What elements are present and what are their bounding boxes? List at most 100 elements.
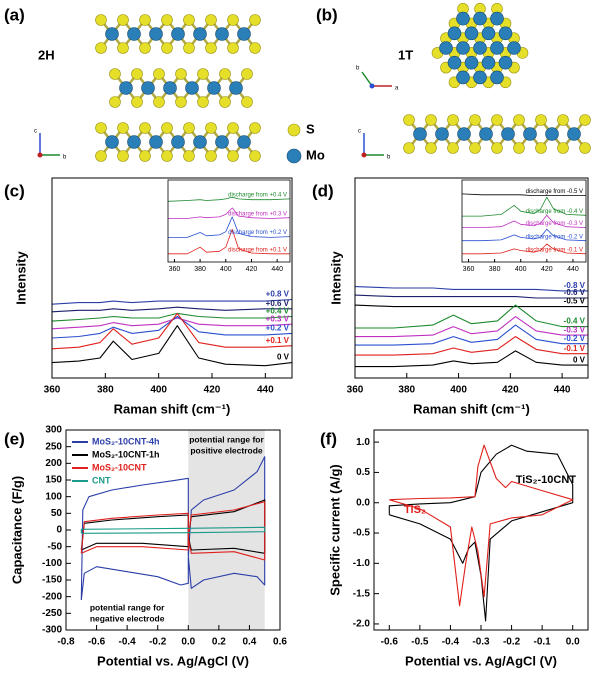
x-tick-label: 360 bbox=[169, 266, 181, 273]
series-line bbox=[51, 312, 293, 350]
molybdenum-atom bbox=[567, 127, 581, 141]
series-line bbox=[51, 306, 292, 313]
series-label: -0.5 V bbox=[564, 297, 586, 306]
series-line bbox=[462, 228, 587, 242]
series-label: -0.8 V bbox=[564, 281, 586, 290]
series-line bbox=[355, 324, 588, 346]
legend-swatch bbox=[287, 123, 301, 137]
x-tick-label: 400 bbox=[150, 385, 167, 396]
sulfur-atom bbox=[535, 142, 547, 154]
molybdenum-atom bbox=[498, 26, 513, 41]
inset-series-label: discharge from +0.2 V bbox=[228, 230, 287, 236]
series-label: +0.3 V bbox=[266, 314, 290, 323]
sulfur-atom bbox=[249, 122, 261, 134]
molybdenum-atom bbox=[141, 81, 155, 95]
molybdenum-atom bbox=[498, 55, 513, 70]
inset-series-label: discharge from -0.2 V bbox=[526, 234, 583, 240]
plot-frame bbox=[51, 177, 293, 379]
triad-label: a bbox=[395, 86, 399, 92]
y-tick-label: 200 bbox=[45, 458, 62, 469]
x-tick-label: 400 bbox=[450, 385, 467, 396]
series-label: +0.4 V bbox=[266, 307, 290, 316]
molybdenum-atom bbox=[229, 81, 243, 95]
series-label: -0.1 V bbox=[564, 344, 586, 353]
series-line bbox=[354, 294, 588, 299]
molybdenum-atom bbox=[207, 81, 221, 95]
sulfur-atom bbox=[117, 122, 129, 134]
series-label: +0.6 V bbox=[266, 299, 290, 308]
sulfur-atom bbox=[535, 114, 547, 126]
plot-frame bbox=[373, 429, 589, 631]
sulfur-atom bbox=[557, 114, 569, 126]
series-line bbox=[168, 216, 291, 238]
x-tick-label: -0.5 bbox=[411, 637, 429, 648]
sulfur-atom bbox=[139, 14, 151, 26]
sulfur-atom bbox=[425, 142, 437, 154]
molybdenum-atom bbox=[481, 55, 496, 70]
sulfur-atom bbox=[579, 114, 591, 126]
sulfur-atom bbox=[241, 96, 253, 108]
molybdenum-atom bbox=[105, 135, 119, 149]
molybdenum-atom bbox=[464, 55, 479, 70]
y-tick-label: -1.0 bbox=[353, 558, 371, 569]
sulfur-atom bbox=[95, 150, 107, 162]
molybdenum-atom bbox=[215, 27, 229, 41]
x-tick-label: -0.1 bbox=[534, 637, 552, 648]
molybdenum-atom bbox=[149, 135, 163, 149]
molybdenum-atom bbox=[456, 11, 470, 26]
molybdenum-atom bbox=[193, 135, 207, 149]
molybdenum-atom bbox=[171, 27, 185, 41]
axis-triad: c b bbox=[358, 129, 391, 161]
phase-label: 2H bbox=[38, 47, 55, 62]
molybdenum-atom bbox=[215, 135, 229, 149]
inset-series-label: discharge from +0.4 V bbox=[228, 192, 287, 198]
y-tick-label: 0 bbox=[56, 525, 62, 536]
axis-triad: c b bbox=[34, 129, 67, 161]
sulfur-atom bbox=[95, 42, 107, 54]
panel-label: (e) bbox=[4, 429, 25, 448]
inset-series-label: discharge from +0.3 V bbox=[228, 211, 287, 217]
x-tick-label: 0.2 bbox=[212, 637, 226, 648]
series-label: +0.8 V bbox=[266, 290, 290, 299]
molybdenum-atom bbox=[237, 27, 251, 41]
annotation: negative electrode bbox=[90, 613, 165, 623]
x-tick-label: 400 bbox=[515, 266, 527, 273]
series-line bbox=[51, 315, 293, 339]
molybdenum-atom bbox=[185, 81, 199, 95]
sulfur-atom bbox=[109, 68, 121, 80]
series-line bbox=[462, 196, 587, 217]
triad-label: c bbox=[34, 129, 37, 135]
sulfur-atom bbox=[513, 142, 525, 154]
series-line bbox=[388, 444, 574, 622]
sulfur-atom bbox=[131, 68, 143, 80]
legend-swatch bbox=[286, 148, 302, 164]
molybdenum-atom bbox=[119, 81, 133, 95]
sulfur-atom bbox=[131, 96, 143, 108]
x-axis-label: Potential vs. Ag/AgCl (V) bbox=[97, 653, 249, 668]
molybdenum-atom bbox=[545, 127, 559, 141]
sulfur-atom bbox=[183, 122, 195, 134]
sulfur-atom bbox=[95, 122, 107, 134]
triad-label: b bbox=[63, 155, 67, 161]
annotation: potential range for bbox=[189, 434, 264, 444]
legend-label: CNT bbox=[92, 475, 111, 485]
sulfur-atom bbox=[117, 14, 129, 26]
series-line bbox=[51, 317, 293, 330]
sulfur-atom bbox=[491, 142, 503, 154]
molybdenum-atom bbox=[464, 26, 479, 41]
sulfur-atom bbox=[219, 68, 231, 80]
series-line bbox=[462, 243, 587, 255]
x-axis-label: Potential vs. Ag/AgCl (V) bbox=[405, 653, 557, 668]
x-tick-label: 360 bbox=[44, 385, 61, 396]
x-tick-label: 420 bbox=[541, 266, 553, 273]
molybdenum-atom bbox=[507, 41, 521, 55]
series-line bbox=[167, 196, 291, 202]
x-tick-label: 380 bbox=[398, 385, 415, 396]
sulfur-atom bbox=[579, 142, 591, 154]
molybdenum-atom bbox=[473, 41, 487, 55]
y-axis-label: Capacitance (F/g) bbox=[9, 476, 24, 584]
inset-series-label: discharge from +0.1 V bbox=[228, 247, 287, 253]
y-tick-label: -150 bbox=[42, 575, 62, 586]
x-tick-label: 440 bbox=[271, 266, 283, 273]
sulfur-atom bbox=[249, 14, 261, 26]
